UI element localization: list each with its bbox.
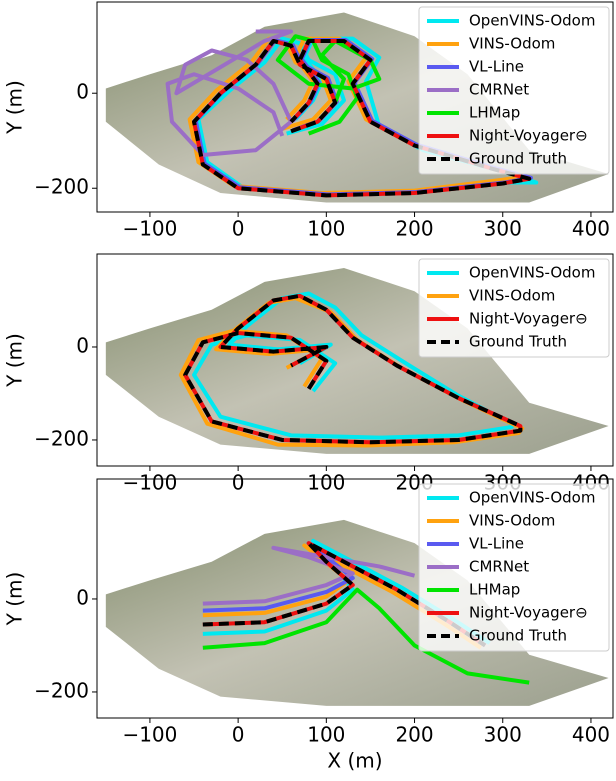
legend-box xyxy=(418,6,610,175)
legend-label: CMRNet xyxy=(469,558,529,576)
x-axis-label: X (m) xyxy=(327,749,382,773)
trajectory xyxy=(275,34,382,136)
legend-label: VL-Line xyxy=(469,535,524,553)
legend-label: CMRNet xyxy=(469,81,529,99)
y-tick-label: 0 xyxy=(76,333,89,357)
trajectory xyxy=(202,587,530,685)
x-tick-label: −100 xyxy=(122,723,177,747)
legend-label: OpenVINS-Odom xyxy=(469,489,595,507)
x-tick-label: −100 xyxy=(122,217,177,241)
x-tick-label: 0 xyxy=(232,217,245,241)
legend-label: Ground Truth xyxy=(469,150,567,168)
x-tick-label: 400 xyxy=(572,723,610,747)
legend-label: VINS-Odom xyxy=(469,287,555,305)
trajectory xyxy=(165,29,294,157)
legend-label: Night-Voyager⊖ xyxy=(469,604,588,622)
x-tick-label: 100 xyxy=(307,723,345,747)
point-cloud xyxy=(105,519,609,706)
legend-label: OpenVINS-Odom xyxy=(469,12,595,30)
x-tick-label: −100 xyxy=(122,471,177,495)
y-tick-label: −200 xyxy=(34,175,89,199)
trajectory xyxy=(183,293,523,445)
legend-label: OpenVINS-Odom xyxy=(469,264,595,282)
axes-frame xyxy=(96,253,614,467)
x-tick-label: 300 xyxy=(484,723,522,747)
trajectory xyxy=(192,38,532,198)
y-tick-label: −200 xyxy=(34,426,89,450)
x-tick-label: 0 xyxy=(232,471,245,495)
y-tick-label: −200 xyxy=(34,678,89,702)
legend-label: Night-Voyager⊖ xyxy=(469,127,588,145)
legend-box xyxy=(418,483,610,652)
x-tick-label: 400 xyxy=(572,217,610,241)
x-tick-label: 100 xyxy=(307,217,345,241)
x-tick-label: 100 xyxy=(307,471,345,495)
x-tick-label: 200 xyxy=(395,217,433,241)
axes-frame xyxy=(96,1,614,213)
legend-label: VINS-Odom xyxy=(469,35,555,53)
legend-label: Night-Voyager⊖ xyxy=(469,310,588,328)
x-tick-label: 300 xyxy=(484,217,522,241)
legend-label: VINS-Odom xyxy=(469,512,555,530)
x-tick-label: 0 xyxy=(232,723,245,747)
y-axis-label: Y (m) xyxy=(3,80,27,135)
y-tick-label: 0 xyxy=(76,80,89,104)
x-tick-label: 200 xyxy=(395,723,433,747)
y-axis-label: Y (m) xyxy=(3,333,27,388)
plot-area xyxy=(105,267,609,454)
y-tick-label: 0 xyxy=(76,585,89,609)
legend-label: LHMap xyxy=(469,104,520,122)
legend-label: Ground Truth xyxy=(469,333,567,351)
legend-label: VL-Line xyxy=(469,58,524,76)
legend-label: LHMap xyxy=(469,581,520,599)
legend-label: Ground Truth xyxy=(469,627,567,645)
y-axis-label: Y (m) xyxy=(3,572,27,627)
legend-box xyxy=(418,258,610,358)
